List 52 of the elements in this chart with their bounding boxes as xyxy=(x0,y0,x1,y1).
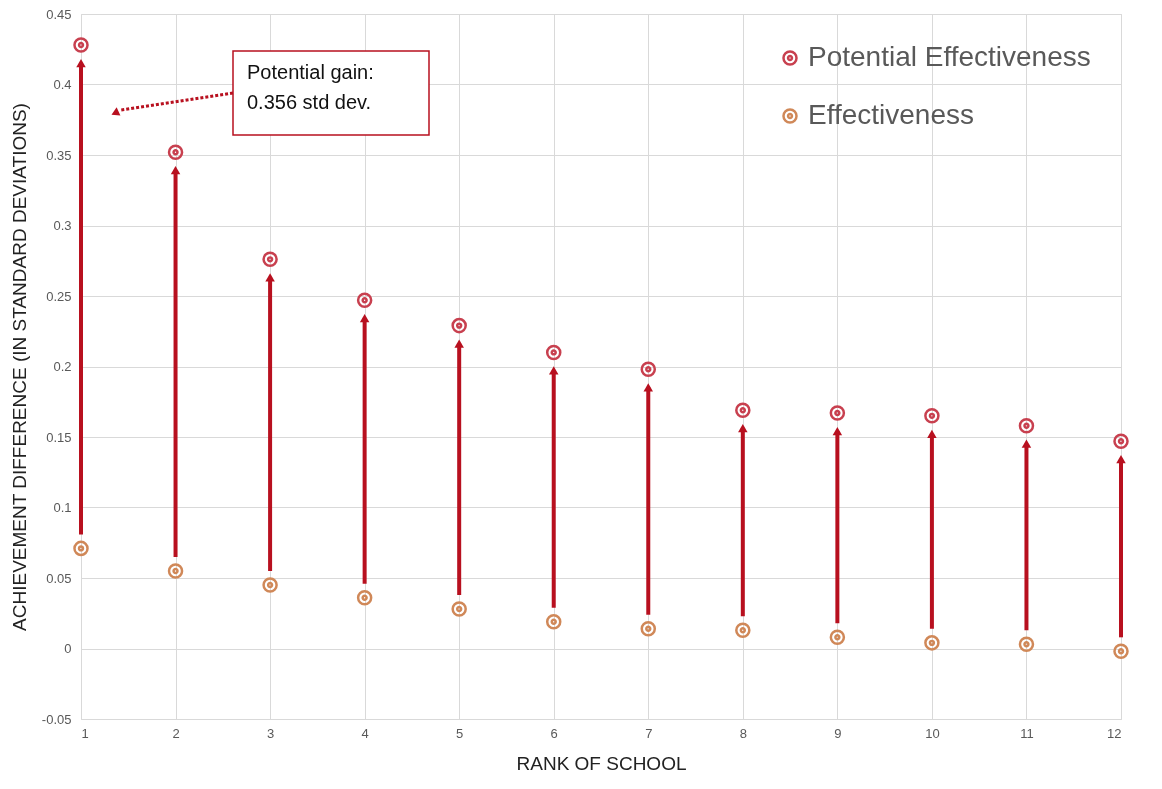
point xyxy=(640,620,657,637)
point xyxy=(356,589,373,606)
y-tick-label: 0.25 xyxy=(46,288,72,304)
x-tick-label: 6 xyxy=(550,725,558,741)
x-tick-label: 8 xyxy=(739,725,747,741)
y-tick-label: 0.45 xyxy=(46,6,72,22)
point xyxy=(451,317,467,334)
legend-label: Potential Effectiveness xyxy=(808,41,1091,72)
point xyxy=(1113,433,1129,449)
x-tick-label: 5 xyxy=(456,725,464,741)
x-tick-label: 1 xyxy=(81,725,89,741)
x-axis-title: RANK OF SCHOOL xyxy=(516,752,687,774)
x-tick-label: 9 xyxy=(834,725,842,741)
y-tick-label: 0.4 xyxy=(53,77,72,92)
point xyxy=(356,292,373,308)
point xyxy=(735,622,751,638)
y-tick-label: 0.35 xyxy=(46,147,72,163)
x-tick-label: 4 xyxy=(361,725,369,741)
y-axis-title: ACHIEVEMENT DIFFERENCE (IN STANDARD DEVIATIONS) xyxy=(8,103,30,631)
x-tick-label: 11 xyxy=(1020,725,1034,741)
point xyxy=(1018,636,1035,653)
y-tick-label: 0.05 xyxy=(46,570,72,586)
point xyxy=(735,402,751,418)
x-tick-label: 12 xyxy=(1107,725,1122,741)
y-tick-label: 0.1 xyxy=(53,500,72,515)
point xyxy=(924,635,940,651)
x-tick-label: 7 xyxy=(645,725,653,741)
x-tick-label: 3 xyxy=(266,725,275,741)
point xyxy=(1113,643,1129,660)
x-tick-label: 2 xyxy=(172,725,180,741)
y-tick-label: 0.2 xyxy=(53,359,72,374)
point xyxy=(545,344,562,361)
point xyxy=(545,613,562,630)
point xyxy=(1018,417,1035,434)
annotation: Potential gain: 0.356 std dev. xyxy=(247,61,374,113)
point xyxy=(262,577,278,593)
point xyxy=(924,408,940,424)
point xyxy=(73,37,89,53)
y-tick-label: -0.05 xyxy=(41,711,72,727)
point xyxy=(640,361,657,378)
point xyxy=(73,540,89,557)
y-tick-label: 0.3 xyxy=(53,218,72,233)
y-tick-label: 0 xyxy=(64,641,72,656)
y-tick-label: 0.15 xyxy=(46,429,72,445)
point xyxy=(167,144,184,160)
point xyxy=(829,405,846,421)
point xyxy=(262,251,278,268)
x-tick-label: 10 xyxy=(925,725,940,741)
point xyxy=(829,629,846,645)
legend-label: Effectiveness xyxy=(808,99,975,130)
point xyxy=(451,601,467,617)
point xyxy=(167,563,184,579)
